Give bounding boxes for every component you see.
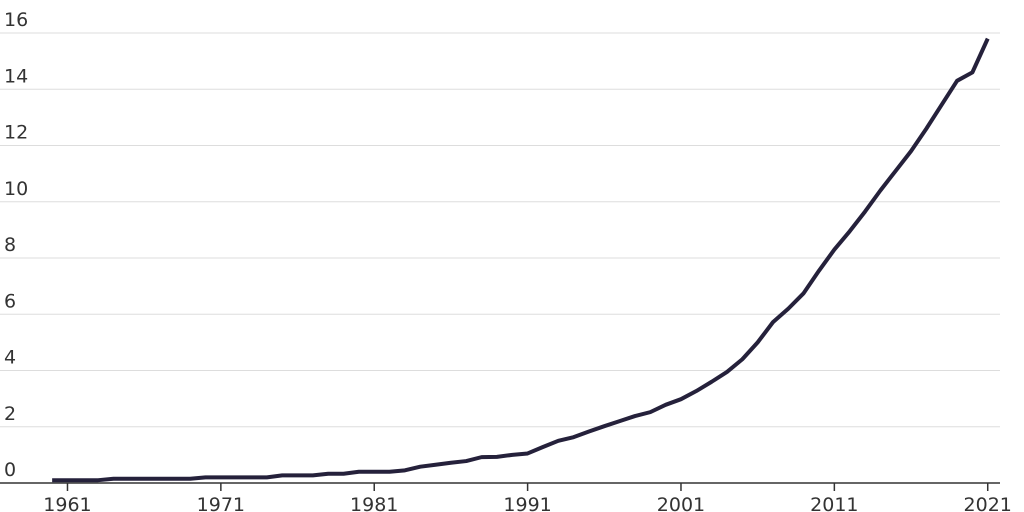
x-tick-label: 2011 <box>810 494 858 512</box>
y-tick-label: 2 <box>4 403 16 425</box>
x-tick-label: 1991 <box>503 494 551 512</box>
y-tick-label: 10 <box>4 178 28 200</box>
y-tick-label: 14 <box>4 65 28 87</box>
y-tick-label: 16 <box>4 9 28 31</box>
x-tick-label: 2001 <box>657 494 705 512</box>
x-tick-label: 1971 <box>197 494 245 512</box>
y-tick-label: 0 <box>4 459 16 481</box>
line <box>52 37 990 483</box>
y-tick-label: 12 <box>4 122 28 144</box>
y-tick-label: 4 <box>4 347 16 369</box>
y-tick-label: 8 <box>4 234 16 256</box>
x-tick-label: 2021 <box>964 494 1012 512</box>
x-tick-label: 1981 <box>350 494 398 512</box>
y-tick-label: 6 <box>4 290 16 312</box>
x-tick-label: 1961 <box>43 494 91 512</box>
